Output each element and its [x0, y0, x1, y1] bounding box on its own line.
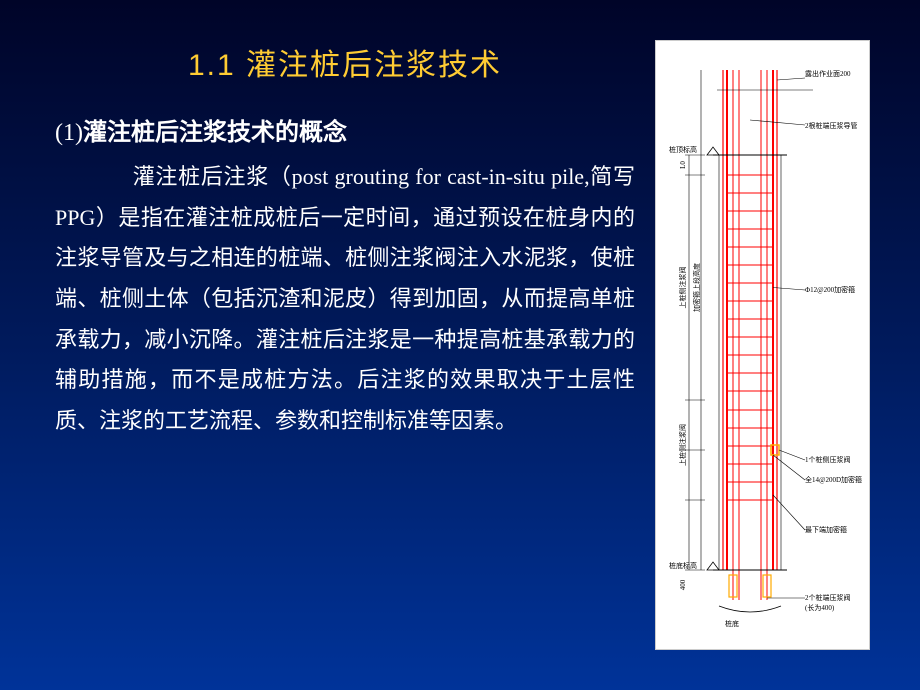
- svg-text:1个桩侧压浆阀: 1个桩侧压浆阀: [805, 455, 851, 464]
- svg-text:400: 400: [679, 579, 687, 590]
- subtitle-number: (1): [55, 120, 83, 146]
- pile-svg: 露出作业面200 2根桩端压浆导管桩顶标高 Φ12@200加密箍 1个桩侧压浆阀全14…: [655, 40, 870, 650]
- body-paragraph: 灌注桩后注浆（post grouting for cast-in-situ pi…: [55, 157, 635, 442]
- svg-text:全14@200D加密箍: 全14@200D加密箍: [805, 475, 862, 484]
- svg-text:上桩侧注浆阀: 上桩侧注浆阀: [678, 424, 687, 466]
- pile-diagram: 露出作业面200 2根桩端压浆导管桩顶标高 Φ12@200加密箍 1个桩侧压浆阀全14…: [655, 40, 870, 650]
- slide-container: 1.1 灌注桩后注浆技术 (1)灌注桩后注浆技术的概念 灌注桩后注浆（post …: [0, 0, 920, 690]
- text-column: 1.1 灌注桩后注浆技术 (1)灌注桩后注浆技术的概念 灌注桩后注浆（post …: [55, 40, 655, 650]
- slide-title: 1.1 灌注桩后注浆技术: [55, 40, 635, 84]
- svg-text:2个桩端压浆阀: 2个桩端压浆阀: [805, 593, 851, 602]
- svg-text:上桩侧注浆阀: 上桩侧注浆阀: [678, 267, 687, 309]
- svg-text:桩顶标高: 桩顶标高: [669, 145, 697, 154]
- svg-text:(长为400): (长为400): [805, 603, 835, 612]
- svg-text:Φ12@200加密箍: Φ12@200加密箍: [805, 285, 855, 294]
- subtitle-text: 灌注桩后注浆技术的概念: [83, 119, 347, 146]
- svg-text:加密箍上段高度: 加密箍上段高度: [692, 263, 701, 312]
- svg-text:露出作业面200: 露出作业面200: [805, 69, 851, 78]
- svg-text:最下端加密箍: 最下端加密箍: [805, 525, 847, 534]
- svg-text:桩底: 桩底: [725, 619, 739, 628]
- svg-text:桩底标高: 桩底标高: [669, 561, 697, 570]
- svg-text:2根桩端压浆导管: 2根桩端压浆导管: [805, 121, 858, 130]
- svg-text:L0: L0: [679, 161, 687, 169]
- section-subtitle: (1)灌注桩后注浆技术的概念: [55, 112, 635, 147]
